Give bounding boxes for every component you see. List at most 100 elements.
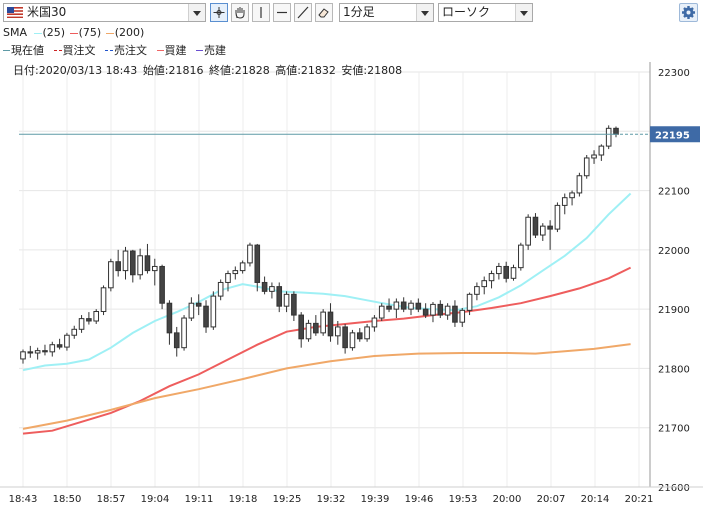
timeframe-select[interactable]: 1分足 xyxy=(339,3,434,22)
candle-body xyxy=(232,270,239,275)
horizontal-line-button[interactable] xyxy=(273,3,291,22)
sma-legend: SMA (25) (75) (200) xyxy=(3,25,145,41)
candle-body xyxy=(335,326,341,337)
candle-body xyxy=(591,154,597,159)
sma-line xyxy=(22,192,632,372)
candle-body xyxy=(613,127,619,135)
vertical-line-icon xyxy=(260,7,262,18)
x-tick-label: 20:07 xyxy=(537,494,566,505)
legend-buy-position: 買建 xyxy=(156,43,187,59)
candle-body xyxy=(239,262,246,272)
candle-body xyxy=(525,216,531,246)
vertical-line-button[interactable] xyxy=(252,3,270,22)
settings-button[interactable] xyxy=(679,3,698,22)
candle-body xyxy=(269,286,275,292)
candle-body xyxy=(27,351,34,354)
candle-body xyxy=(459,309,466,323)
candle-body xyxy=(605,127,612,147)
candle-body xyxy=(364,326,370,340)
candle-body xyxy=(254,244,261,283)
candle-body xyxy=(247,244,253,264)
timeframe-label: 1分足 xyxy=(343,5,375,19)
x-tick-label: 18:57 xyxy=(97,494,126,505)
ohlc-date: 日付:2020/03/13 18:43 xyxy=(13,64,138,77)
sma-75-line xyxy=(69,32,78,34)
sma-label: SMA xyxy=(3,26,27,39)
candle-body xyxy=(378,305,385,319)
candle-body xyxy=(430,303,436,316)
candle-body xyxy=(437,303,444,316)
ohlc-close: 終値:21828 xyxy=(209,64,270,77)
x-tick-label: 19:39 xyxy=(361,494,390,505)
candle-body xyxy=(474,286,480,295)
y-tick-label: 21900 xyxy=(658,305,690,316)
candle-body xyxy=(195,302,202,307)
candle-body xyxy=(371,317,378,328)
candle-body xyxy=(576,175,583,194)
chart-type-select[interactable]: ローソク xyxy=(438,3,533,22)
candlestick-chart[interactable]: 2160021700218002190022000221002220022300… xyxy=(0,60,703,507)
candle-body xyxy=(144,255,151,272)
candle-body xyxy=(408,302,414,310)
y-tick-label: 22000 xyxy=(658,246,690,257)
candle-body xyxy=(49,344,56,353)
x-tick-label: 19:11 xyxy=(185,494,214,505)
candle-body xyxy=(452,305,458,323)
candle-body xyxy=(415,302,422,310)
candle-body xyxy=(298,314,304,340)
legend-sell-order: 売注文 xyxy=(105,43,147,59)
trend-line-button[interactable] xyxy=(294,3,312,22)
candle-body xyxy=(386,305,392,310)
candle-body xyxy=(100,287,107,313)
chart-area[interactable]: 2160021700218002190022000221002220022300… xyxy=(0,60,703,507)
hand-tool-button[interactable] xyxy=(231,3,249,22)
sma-25-line xyxy=(33,32,42,34)
candle-body xyxy=(291,293,297,316)
candle-body xyxy=(349,332,356,349)
candle-body xyxy=(356,332,363,340)
eraser-button[interactable] xyxy=(315,3,333,22)
ohlc-high: 高値:21832 xyxy=(275,64,336,77)
x-tick-label: 19:18 xyxy=(229,494,258,505)
candle-body xyxy=(181,317,187,349)
y-tick-label: 22100 xyxy=(658,187,690,198)
ohlc-low: 安値:21808 xyxy=(341,64,403,77)
ohlc-open: 始値:21816 xyxy=(142,64,204,77)
candle-body xyxy=(115,261,121,272)
candle-body xyxy=(34,350,41,354)
candle-body xyxy=(305,322,312,340)
toolbar: 米国30 1分足 ローソク xyxy=(0,0,703,26)
candle-body xyxy=(583,157,590,177)
sma-200-line xyxy=(105,32,114,34)
x-tick-label: 20:21 xyxy=(625,494,654,505)
candle-body xyxy=(488,273,495,282)
candle-body xyxy=(569,192,575,199)
candle-body xyxy=(342,326,348,349)
candle-body xyxy=(327,311,334,337)
crosshair-button[interactable] xyxy=(210,3,228,22)
candle-body xyxy=(313,322,319,334)
candle-body xyxy=(93,311,100,322)
candle-body xyxy=(159,265,165,304)
x-tick-label: 20:14 xyxy=(581,494,610,505)
candle-body xyxy=(283,293,290,307)
symbol-label: 米国30 xyxy=(27,5,67,19)
y-tick-label: 21700 xyxy=(658,424,690,435)
x-tick-label: 19:32 xyxy=(317,494,346,505)
y-tick-label: 21800 xyxy=(658,364,690,375)
us-flag-icon xyxy=(7,7,23,18)
x-tick-label: 18:43 xyxy=(9,494,38,505)
candle-body xyxy=(261,281,268,292)
legend-current-price: 現在値 xyxy=(3,43,44,59)
candle-body xyxy=(217,281,224,297)
candle-body xyxy=(276,286,283,307)
x-tick-label: 19:04 xyxy=(141,494,170,505)
candle-body xyxy=(503,265,509,279)
candle-body xyxy=(42,350,48,353)
candle-body xyxy=(400,301,407,310)
candle-body xyxy=(225,273,231,283)
crosshair-icon xyxy=(213,7,225,18)
candle-body xyxy=(422,308,429,316)
x-tick-label: 18:50 xyxy=(53,494,82,505)
symbol-select[interactable]: 米国30 xyxy=(3,3,206,22)
